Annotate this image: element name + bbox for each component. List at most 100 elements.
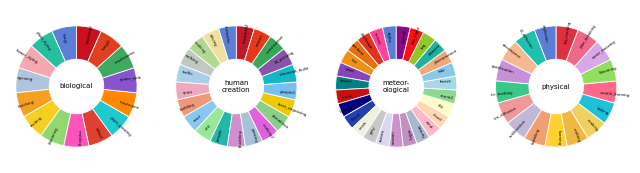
Text: bubbling: bubbling	[531, 127, 540, 145]
Text: ripening: ripening	[17, 76, 33, 82]
Wedge shape	[495, 81, 530, 103]
Text: parking: parking	[249, 128, 257, 144]
Text: 3d_printing: 3d_printing	[274, 50, 296, 65]
Wedge shape	[260, 93, 296, 117]
Text: flood: flood	[351, 113, 361, 122]
Wedge shape	[336, 88, 370, 104]
Wedge shape	[403, 28, 424, 62]
Text: cooking: cooking	[193, 40, 207, 54]
Text: season: season	[392, 130, 396, 144]
Wedge shape	[176, 64, 211, 84]
Wedge shape	[241, 111, 262, 146]
Wedge shape	[82, 109, 112, 146]
Text: alpha2: alpha2	[401, 29, 407, 43]
Wedge shape	[406, 109, 429, 143]
Wedge shape	[180, 49, 215, 76]
Wedge shape	[575, 42, 611, 74]
Wedge shape	[421, 62, 456, 82]
Wedge shape	[16, 89, 53, 117]
Text: construction: construction	[266, 34, 285, 54]
Wedge shape	[582, 81, 617, 103]
Text: phenomenon: phenomenon	[434, 48, 459, 65]
Wedge shape	[412, 105, 440, 137]
Text: demolition: demolition	[271, 114, 289, 130]
Text: sport: sport	[182, 90, 193, 94]
Text: day_night: day_night	[411, 26, 422, 45]
Text: beauty: beauty	[416, 125, 426, 139]
Wedge shape	[88, 31, 122, 68]
Text: fire: fire	[351, 58, 358, 65]
Text: fruiting: fruiting	[31, 116, 44, 128]
Wedge shape	[414, 40, 445, 70]
Text: fireworks: fireworks	[223, 25, 230, 43]
Text: valley: valley	[406, 129, 413, 141]
Wedge shape	[248, 107, 278, 141]
Text: burning: burning	[556, 130, 560, 145]
Wedge shape	[570, 103, 605, 138]
Wedge shape	[189, 37, 221, 70]
Wedge shape	[337, 62, 371, 82]
Text: city: city	[205, 122, 212, 131]
Text: pixel: pixel	[344, 67, 355, 74]
Wedge shape	[357, 32, 384, 66]
Text: hatching: hatching	[17, 100, 35, 109]
Wedge shape	[210, 111, 232, 146]
Wedge shape	[102, 68, 137, 93]
Wedge shape	[184, 100, 218, 131]
Text: fireworks2: fireworks2	[243, 23, 250, 43]
Text: building: building	[179, 102, 196, 112]
Wedge shape	[408, 32, 435, 66]
Wedge shape	[396, 26, 410, 60]
Text: spider_web: spider_web	[120, 76, 142, 82]
Text: decompose: decompose	[500, 43, 522, 60]
Text: fungi2: fungi2	[102, 39, 113, 51]
Text: freeze: freeze	[440, 79, 452, 84]
Wedge shape	[258, 49, 292, 76]
Text: people: people	[216, 128, 223, 142]
Text: hatching2: hatching2	[86, 24, 93, 44]
Wedge shape	[363, 109, 387, 143]
Text: cooking2: cooking2	[261, 122, 275, 140]
Wedge shape	[227, 113, 245, 147]
Text: tide: tide	[438, 68, 447, 74]
Text: cloud: cloud	[431, 113, 442, 122]
Text: cooking: cooking	[586, 119, 599, 133]
Text: rainbow: rainbow	[350, 43, 365, 57]
Wedge shape	[218, 26, 236, 60]
Text: snow: snow	[358, 120, 368, 130]
Text: fungi: fungi	[61, 33, 67, 44]
Text: ld_diffusion: ld_diffusion	[518, 28, 533, 49]
Text: molding: molding	[76, 130, 81, 146]
Wedge shape	[252, 37, 284, 70]
Text: sky: sky	[436, 104, 444, 110]
Wedge shape	[344, 100, 376, 128]
Text: alpha: alpha	[386, 32, 391, 43]
Wedge shape	[24, 100, 60, 135]
Text: traffic: traffic	[182, 70, 194, 77]
Wedge shape	[545, 113, 567, 147]
Wedge shape	[100, 89, 137, 117]
Text: desert: desert	[340, 79, 353, 84]
Text: disaster: disaster	[428, 43, 442, 57]
Text: mushrooms: mushrooms	[115, 50, 136, 65]
Text: plan_breaking: plan_breaking	[579, 24, 597, 49]
Wedge shape	[561, 110, 588, 146]
Wedge shape	[399, 112, 417, 147]
Text: plant_growing: plant_growing	[109, 116, 132, 137]
Wedge shape	[41, 109, 71, 146]
Wedge shape	[64, 113, 89, 147]
Wedge shape	[498, 94, 534, 123]
Text: season: season	[255, 33, 265, 47]
Text: ion_diffusion: ion_diffusion	[493, 106, 517, 121]
Text: toy_melting: toy_melting	[564, 20, 572, 44]
Wedge shape	[335, 76, 369, 90]
Text: walking: walking	[184, 54, 198, 65]
Text: minecraft_build: minecraft_build	[279, 66, 310, 77]
Text: explosion: explosion	[541, 24, 548, 44]
Text: meteor-
ological: meteor- ological	[383, 80, 410, 93]
Text: water_freezing: water_freezing	[591, 40, 616, 60]
Text: candle_burning: candle_burning	[600, 90, 630, 97]
Wedge shape	[369, 28, 390, 62]
Text: grey: grey	[369, 125, 377, 135]
Wedge shape	[420, 94, 454, 117]
